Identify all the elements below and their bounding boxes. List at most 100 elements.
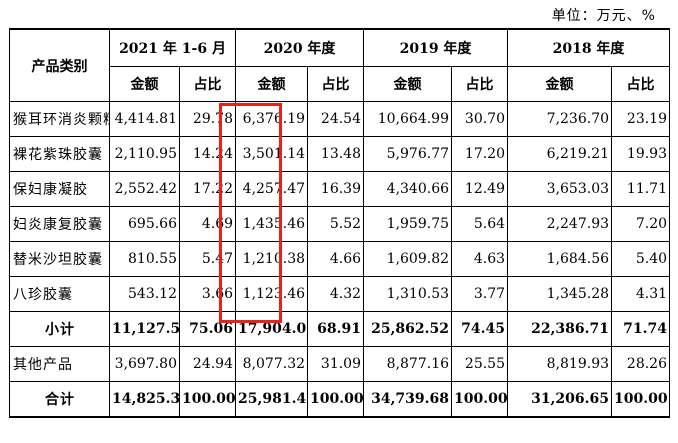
amount-cell: 14,825.32 bbox=[109, 381, 180, 418]
ratio-cell: 25.55 bbox=[451, 346, 509, 382]
amount-cell: 1,210.38 bbox=[235, 241, 309, 277]
header-amount: 金额 bbox=[363, 66, 453, 102]
amount-cell: 1,345.28 bbox=[507, 276, 613, 312]
product-name-cell: 小计 bbox=[9, 311, 110, 347]
table-row: 其他产品 3,697.80 24.94 8,077.32 31.09 8,877.16 25… bbox=[9, 346, 671, 382]
product-name-cell: 猴耳环消炎颗粒 bbox=[9, 101, 110, 137]
ratio-cell: 4.63 bbox=[451, 241, 509, 277]
header-amount: 金额 bbox=[235, 66, 309, 102]
table-row: 保妇康凝胶 2,552.42 17.22 4,257.47 16.39 4,340.66 1… bbox=[9, 171, 671, 207]
table-row: 合计14,825.32100.0025,981.41100.0034,739.6… bbox=[9, 381, 671, 418]
amount-cell: 3,697.80 bbox=[109, 346, 180, 382]
amount-cell: 17,904.09 bbox=[235, 311, 309, 347]
ratio-cell: 24.54 bbox=[307, 101, 365, 137]
product-name-cell: 其他产品 bbox=[9, 346, 110, 382]
amount-cell: 7,236.70 bbox=[507, 101, 613, 137]
header-ratio: 占比 bbox=[307, 66, 365, 102]
ratio-cell: 3.66 bbox=[178, 276, 237, 312]
product-name-cell: 合计 bbox=[9, 381, 110, 418]
ratio-cell: 31.09 bbox=[307, 346, 365, 382]
amount-cell: 543.12 bbox=[109, 276, 180, 312]
ratio-cell: 12.49 bbox=[451, 171, 509, 207]
product-name-cell: 保妇康凝胶 bbox=[9, 171, 110, 207]
amount-cell: 8,077.32 bbox=[235, 346, 309, 382]
ratio-cell: 11.71 bbox=[611, 171, 671, 207]
ratio-cell: 24.94 bbox=[178, 346, 237, 382]
amount-cell: 1,310.53 bbox=[363, 276, 453, 312]
amount-cell: 1,123.46 bbox=[235, 276, 309, 312]
product-name-cell: 裸花紫珠胶囊 bbox=[9, 136, 110, 172]
amount-cell: 11,127.53 bbox=[109, 311, 180, 347]
amount-cell: 34,739.68 bbox=[363, 381, 453, 418]
header-period-2018: 2018 年度 bbox=[507, 28, 671, 67]
header-amount: 金额 bbox=[109, 66, 180, 102]
ratio-cell: 19.93 bbox=[611, 136, 671, 172]
table-row: 替米沙坦胶囊 810.55 5.47 1,210.38 4.66 1,609.82 4.63… bbox=[9, 241, 671, 277]
ratio-cell: 4.69 bbox=[178, 206, 237, 242]
ratio-cell: 5.64 bbox=[451, 206, 509, 242]
ratio-cell: 100.00 bbox=[178, 381, 237, 418]
product-name-cell: 替米沙坦胶囊 bbox=[9, 241, 110, 277]
amount-cell: 6,219.21 bbox=[507, 136, 613, 172]
product-name-cell: 八珍胶囊 bbox=[9, 276, 110, 312]
ratio-cell: 14.24 bbox=[178, 136, 237, 172]
amount-cell: 1,609.82 bbox=[363, 241, 453, 277]
ratio-cell: 5.52 bbox=[307, 206, 365, 242]
ratio-cell: 5.47 bbox=[178, 241, 237, 277]
amount-cell: 3,501.14 bbox=[235, 136, 309, 172]
ratio-cell: 71.74 bbox=[611, 311, 671, 347]
amount-cell: 31,206.65 bbox=[507, 381, 613, 418]
ratio-cell: 28.26 bbox=[611, 346, 671, 382]
header-period-2020: 2020 年度 bbox=[235, 28, 365, 67]
ratio-cell: 100.00 bbox=[307, 381, 365, 418]
ratio-cell: 17.22 bbox=[178, 171, 237, 207]
ratio-cell: 13.48 bbox=[307, 136, 365, 172]
table-row: 裸花紫珠胶囊 2,110.95 14.24 3,501.14 13.48 5,976.77… bbox=[9, 136, 671, 172]
header-ratio: 占比 bbox=[178, 66, 237, 102]
header-row-periods: 产品类别 2021 年 1-6 月 2020 年度 2019 年度 2018 年… bbox=[9, 28, 671, 102]
amount-cell: 4,414.81 bbox=[109, 101, 180, 137]
header-ratio: 占比 bbox=[451, 66, 509, 102]
ratio-cell: 17.20 bbox=[451, 136, 509, 172]
ratio-cell: 16.39 bbox=[307, 171, 365, 207]
amount-cell: 1,684.56 bbox=[507, 241, 613, 277]
ratio-cell: 75.06 bbox=[178, 311, 237, 347]
amount-cell: 2,552.42 bbox=[109, 171, 180, 207]
header-ratio: 占比 bbox=[611, 66, 671, 102]
ratio-cell: 7.20 bbox=[611, 206, 671, 242]
table-row: 猴耳环消炎颗粒 4,414.81 29.78 6,376.19 24.54 10,664.… bbox=[9, 101, 671, 137]
ratio-cell: 4.31 bbox=[611, 276, 671, 312]
amount-cell: 4,340.66 bbox=[363, 171, 453, 207]
amount-cell: 8,877.16 bbox=[363, 346, 453, 382]
table-row: 八珍胶囊 543.12 3.66 1,123.46 4.32 1,310.53 3.77 1,… bbox=[9, 276, 671, 312]
ratio-cell: 68.91 bbox=[307, 311, 365, 347]
amount-cell: 6,376.19 bbox=[235, 101, 309, 137]
amount-cell: 4,257.47 bbox=[235, 171, 309, 207]
product-revenue-table: 产品类别 2021 年 1-6 月 2020 年度 2019 年度 2018 年… bbox=[9, 28, 671, 418]
header-row-metrics: 金额 占比 金额 占比 金额 占比 金额 占比 bbox=[10, 66, 671, 102]
table-row: 妇炎康复胶囊 695.66 4.69 1,435.46 5.52 1,959.75 5.64… bbox=[9, 206, 671, 242]
ratio-cell: 4.32 bbox=[307, 276, 365, 312]
amount-cell: 5,976.77 bbox=[363, 136, 453, 172]
ratio-cell: 23.19 bbox=[611, 101, 671, 137]
amount-cell: 695.66 bbox=[109, 206, 180, 242]
amount-cell: 8,819.93 bbox=[507, 346, 613, 382]
ratio-cell: 5.40 bbox=[611, 241, 671, 277]
amount-cell: 25,981.41 bbox=[235, 381, 309, 418]
amount-cell: 25,862.52 bbox=[363, 311, 453, 347]
header-period-2019: 2019 年度 bbox=[363, 28, 509, 67]
header-amount: 金额 bbox=[507, 66, 613, 102]
amount-cell: 10,664.99 bbox=[363, 101, 453, 137]
amount-cell: 2,110.95 bbox=[109, 136, 180, 172]
header-category: 产品类别 bbox=[9, 28, 110, 102]
amount-cell: 22,386.71 bbox=[507, 311, 613, 347]
amount-cell: 2,247.93 bbox=[507, 206, 613, 242]
amount-cell: 1,959.75 bbox=[363, 206, 453, 242]
ratio-cell: 100.00 bbox=[451, 381, 509, 418]
ratio-cell: 29.78 bbox=[178, 101, 237, 137]
ratio-cell: 4.66 bbox=[307, 241, 365, 277]
unit-label: 单位：万元、% bbox=[551, 8, 656, 24]
ratio-cell: 3.77 bbox=[451, 276, 509, 312]
amount-cell: 810.55 bbox=[109, 241, 180, 277]
